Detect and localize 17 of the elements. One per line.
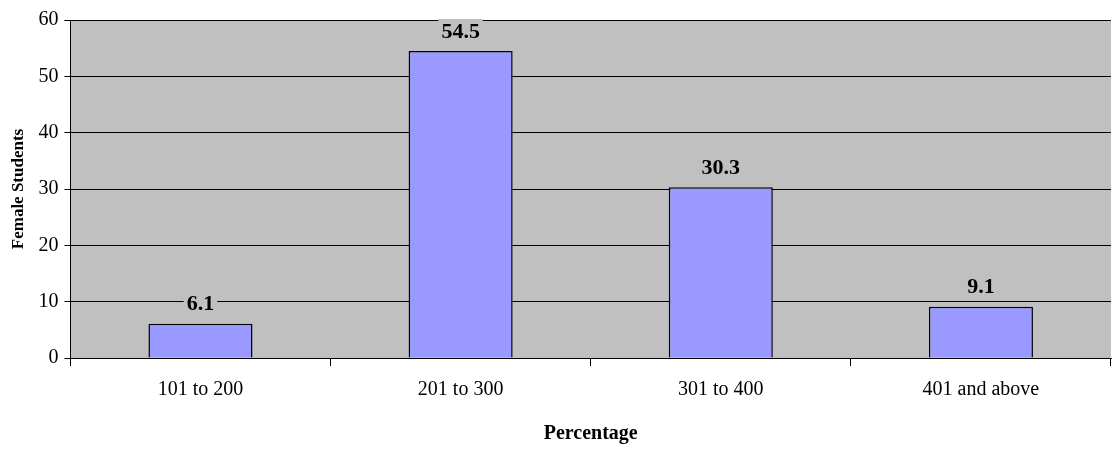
data-label: 30.3: [701, 154, 741, 179]
y-tick-label: 50: [38, 63, 59, 86]
data-label: 54.5: [441, 17, 480, 43]
y-axis-title: Female Students: [7, 128, 27, 250]
x-axis-title: Percentage: [543, 421, 638, 445]
data-label: 9.1: [967, 273, 995, 299]
x-tick-label: 401 and above: [922, 377, 1040, 400]
y-tick-label: 10: [38, 288, 59, 311]
y-tick-label: 0: [48, 345, 59, 368]
y-tick-label: 40: [38, 119, 59, 142]
data-label: 6.1: [186, 290, 215, 316]
y-tick-label: 20: [38, 232, 59, 255]
y-tick-label: 60: [38, 7, 59, 30]
y-tick-label: 30: [38, 176, 59, 199]
x-tick-label: 301 to 400: [677, 377, 764, 400]
x-tick-label: 201 to 300: [417, 377, 504, 400]
x-tick-label: 101 to 200: [157, 377, 244, 400]
